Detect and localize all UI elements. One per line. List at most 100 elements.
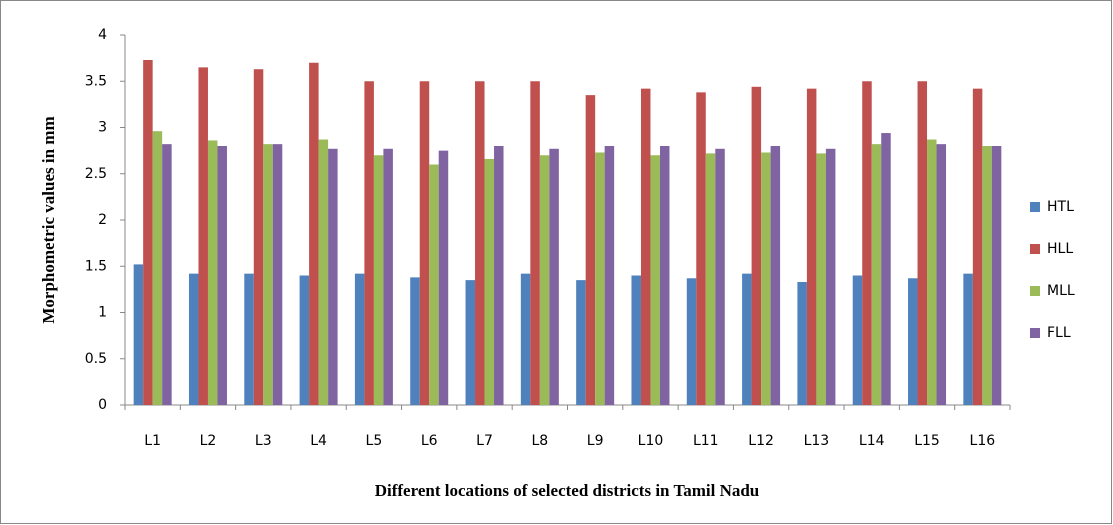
legend-label: FLL (1047, 325, 1071, 341)
bar (364, 81, 374, 405)
x-tick-label: L6 (421, 433, 438, 449)
x-tick-label: L2 (200, 433, 217, 449)
bar (309, 62, 319, 405)
x-tick-label: L10 (638, 433, 664, 449)
y-tick-label: 1.5 (85, 258, 107, 274)
bar (908, 278, 918, 405)
x-tick-label: L14 (859, 433, 885, 449)
bar (539, 155, 550, 405)
y-tick-label: 0.5 (85, 351, 107, 367)
bar (465, 280, 476, 405)
bar (162, 144, 172, 405)
bar (991, 146, 1002, 405)
x-tick-label: L5 (366, 433, 383, 449)
legend-label: HTL (1047, 199, 1074, 215)
y-tick-label: 3 (98, 120, 107, 136)
bar (963, 273, 973, 405)
y-tick-label: 4 (98, 27, 107, 43)
bar (383, 148, 393, 405)
bar (530, 81, 540, 405)
bar (207, 140, 218, 405)
bar (650, 155, 660, 405)
x-tick-label: L1 (144, 433, 161, 449)
bar (825, 148, 836, 405)
y-tick-label: 3.5 (85, 73, 107, 89)
y-tick-label: 1 (98, 305, 107, 321)
bar (328, 148, 338, 405)
bar (604, 146, 615, 405)
bar (871, 144, 882, 405)
bar (475, 81, 485, 405)
x-tick-label: L13 (804, 433, 830, 449)
bar (936, 144, 947, 405)
y-axis-label: Morphometric values in mm (39, 116, 58, 323)
bar (640, 88, 651, 406)
x-tick-label: L9 (587, 433, 604, 449)
bar (152, 131, 163, 405)
bar (263, 144, 273, 405)
bar (299, 275, 310, 405)
bar (806, 88, 817, 406)
bar (659, 146, 670, 405)
x-tick-label: L7 (476, 433, 493, 449)
bar (576, 280, 586, 405)
bar (705, 153, 716, 405)
bar (272, 144, 283, 405)
bar (881, 133, 891, 406)
bar (520, 273, 531, 405)
bar (217, 146, 227, 405)
x-tick-label: L16 (970, 433, 996, 449)
x-tick-label: L15 (914, 433, 940, 449)
legend-swatch (1030, 328, 1040, 338)
bar (253, 69, 264, 405)
legend-swatch (1030, 202, 1040, 212)
bar (373, 155, 384, 405)
legend-label: HLL (1047, 241, 1073, 257)
bar (686, 278, 697, 405)
bar (188, 273, 199, 405)
bar (484, 158, 495, 405)
bar (917, 81, 928, 405)
x-tick-label: L3 (255, 433, 272, 449)
bar (696, 92, 706, 405)
bar (419, 81, 430, 405)
x-axis-label: Different locations of selected district… (375, 481, 760, 500)
bar (742, 273, 752, 405)
bar (927, 139, 937, 405)
bar (852, 275, 863, 405)
legend-label: MLL (1047, 283, 1075, 299)
bar (797, 281, 807, 405)
bar (715, 148, 725, 405)
y-tick-label: 2 (98, 212, 107, 228)
bar (133, 264, 144, 405)
bar (972, 88, 983, 406)
bar (244, 273, 254, 405)
bar (770, 146, 781, 405)
bar (438, 150, 449, 405)
bar (585, 95, 596, 405)
bar (429, 164, 439, 405)
y-tick-label: 0 (98, 397, 107, 413)
bar (410, 277, 420, 405)
x-tick-label: L8 (531, 433, 548, 449)
bar (549, 148, 559, 405)
x-tick-label: L12 (748, 433, 774, 449)
bar (198, 67, 208, 405)
bar (816, 153, 826, 405)
x-tick-label: L11 (693, 433, 719, 449)
bar (494, 146, 504, 405)
x-tick-label: L4 (310, 433, 327, 449)
legend-swatch (1030, 244, 1040, 254)
bar (318, 139, 329, 405)
bar (761, 152, 771, 405)
bar (862, 81, 872, 405)
y-tick-label: 2.5 (85, 166, 107, 182)
bar (595, 152, 605, 405)
bar (143, 59, 153, 405)
bar (631, 275, 641, 405)
bar (354, 273, 365, 405)
bar (982, 146, 992, 405)
legend-swatch (1030, 286, 1040, 296)
bar (751, 86, 762, 406)
